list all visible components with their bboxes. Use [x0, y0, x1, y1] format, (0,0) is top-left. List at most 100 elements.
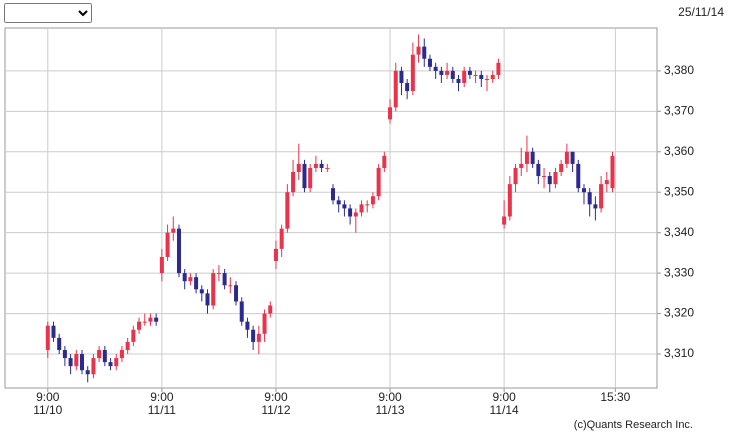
candle-body: [370, 196, 375, 205]
candle-body: [353, 212, 358, 217]
candle-body: [536, 163, 541, 177]
x-tick-label: 15:30: [600, 390, 630, 404]
candle-body: [427, 58, 432, 67]
candle-body: [450, 70, 455, 79]
candle-body: [388, 107, 393, 120]
candle-body: [148, 317, 153, 322]
candle-body: [159, 256, 164, 274]
candle-body: [102, 349, 107, 363]
candle-body: [291, 172, 296, 193]
candle-body: [393, 70, 398, 108]
candle-body: [599, 184, 604, 209]
candle-body: [228, 285, 233, 287]
candle-body: [456, 78, 461, 84]
candle-body: [439, 70, 444, 75]
candle-body: [336, 200, 341, 205]
candle-body: [581, 188, 586, 193]
candle-body: [142, 321, 147, 323]
candle-body: [234, 285, 239, 302]
candle-body: [308, 167, 313, 189]
candle-body: [399, 70, 404, 84]
candle-body: [467, 70, 472, 75]
candle-body: [182, 273, 187, 282]
y-tick-label: 3,330: [664, 265, 694, 279]
candle-body: [199, 289, 204, 294]
candle-body: [251, 329, 256, 342]
candle-body: [131, 329, 136, 342]
x-tick-date: 11/11: [148, 403, 177, 417]
candle-body: [570, 151, 575, 164]
candle-body: [576, 163, 581, 189]
candle-body: [502, 216, 507, 225]
candle-body: [325, 167, 330, 169]
candle-body: [296, 163, 301, 172]
candle-body: [553, 172, 558, 185]
candle-body: [85, 370, 90, 375]
candle-body: [490, 74, 495, 79]
candle-body: [91, 358, 96, 375]
candle-body: [564, 151, 569, 164]
candle-body: [302, 163, 307, 189]
y-tick-label: 3,350: [664, 184, 694, 198]
candle-body: [68, 358, 73, 367]
y-tick-label: 3,370: [664, 103, 694, 117]
x-tick-label: 9:00: [492, 390, 516, 404]
candle-body: [542, 176, 547, 178]
candle-body: [273, 248, 278, 261]
candle-body: [108, 362, 113, 367]
candle-body: [262, 313, 267, 334]
candle-body: [80, 354, 85, 371]
candle-body: [604, 180, 609, 185]
x-tick-label: 9:00: [36, 390, 60, 404]
candle-body: [188, 277, 193, 282]
candle-body: [593, 204, 598, 209]
x-tick-date: 11/14: [490, 403, 519, 417]
candle-body: [587, 192, 592, 205]
candle-body: [524, 151, 529, 164]
candle-body: [279, 228, 284, 249]
candle-body: [405, 83, 410, 92]
candle-body: [245, 321, 250, 330]
candle-body: [51, 325, 56, 338]
candle-body: [559, 163, 564, 172]
plot-frame: [4, 27, 658, 389]
date-label: 25/11/14: [678, 5, 724, 19]
candle-body: [62, 349, 67, 359]
candle-body: [211, 273, 216, 306]
candle-body: [462, 70, 467, 84]
candle-body: [519, 163, 524, 168]
y-tick-label: 3,360: [664, 144, 694, 158]
candle-body: [45, 325, 50, 350]
candle-body: [119, 349, 124, 359]
y-tick-label: 3,320: [664, 306, 694, 320]
candle-body: [433, 66, 438, 71]
candle-body: [530, 151, 535, 164]
candle-body: [330, 188, 335, 201]
y-tick-label: 3,310: [664, 346, 694, 360]
candle-body: [507, 184, 512, 217]
x-tick-date: 11/10: [33, 403, 62, 417]
candle-body: [256, 333, 261, 342]
candle-body: [171, 228, 176, 233]
candle-body: [610, 155, 615, 189]
candle-body: [154, 317, 159, 322]
candle-body: [137, 321, 142, 330]
candle-body: [57, 337, 62, 350]
candle-body: [97, 349, 102, 359]
x-tick-label: 9:00: [378, 390, 402, 404]
candle-body: [547, 176, 552, 185]
candle-body: [342, 204, 347, 209]
candle-body: [479, 74, 484, 79]
credit: (c)Quants Research Inc.: [574, 419, 693, 431]
candle-body: [319, 163, 324, 168]
candle-body: [222, 273, 227, 286]
candle-body: [313, 163, 318, 168]
candle-body: [268, 305, 273, 314]
x-tick-date: 11/13: [375, 403, 404, 417]
candle-body: [165, 232, 170, 257]
candle-body: [416, 46, 421, 55]
candle-body: [473, 74, 478, 76]
period-select[interactable]: [4, 3, 92, 23]
